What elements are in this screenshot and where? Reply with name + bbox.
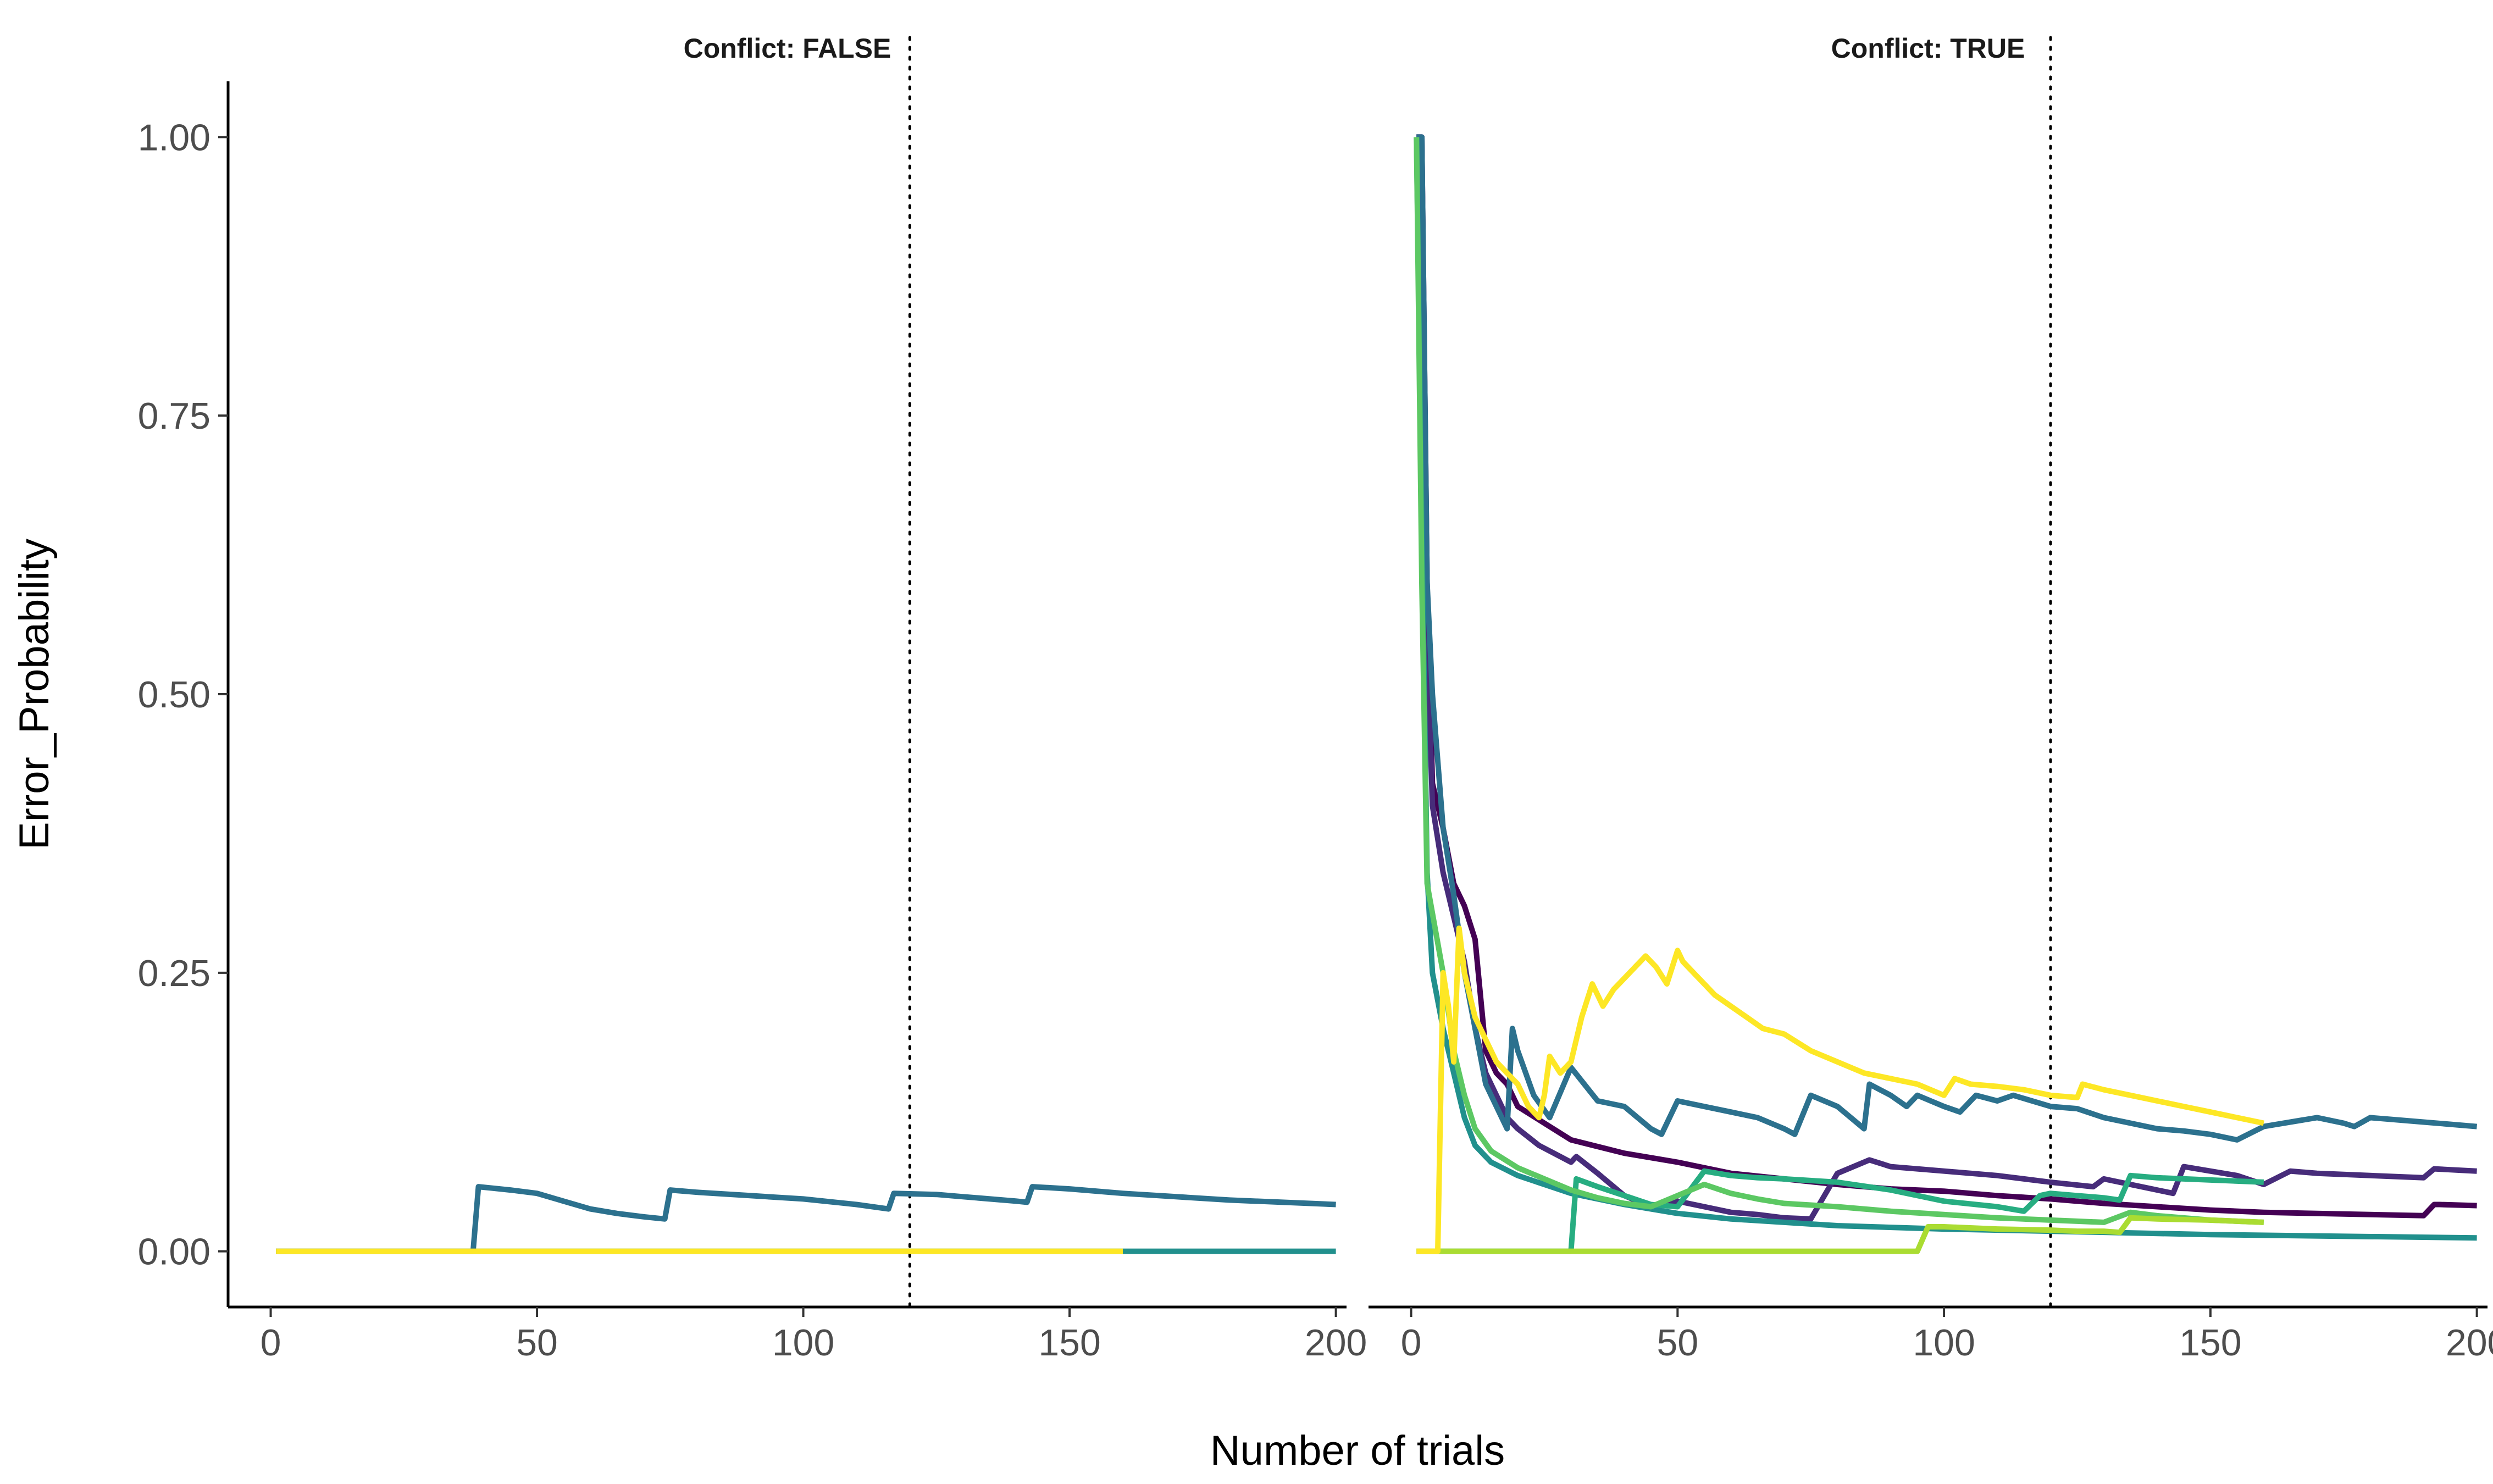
series-line [1416,1215,2264,1254]
series-line [276,1184,1336,1254]
series-line [1414,137,2264,1225]
x-axis-title: Number of trials [1210,1427,1505,1474]
series-line [1414,137,2477,1241]
y-tick-label: 0.00 [138,1231,210,1273]
panel-title-true: Conflict: TRUE [1831,33,2025,64]
x-tick-label: 200 [2446,1322,2493,1364]
series-line [1416,134,2477,1222]
panel-conflict-true: Conflict: TRUE 0 50 100 150 200 [1369,33,2493,1364]
y-tick-label: 0.25 [138,953,210,994]
x-tick-label: 150 [1038,1322,1100,1364]
panel-conflict-false: Conflict: FALSE 0 50 100 150 200 0.00 0.25 0.50… [138,33,1367,1364]
x-tick-label: 200 [1305,1322,1367,1364]
series-line [1416,1168,2264,1254]
y-tick-label: 0.50 [138,674,210,716]
x-tick-label: 100 [1913,1322,1975,1364]
x-tick-label: 50 [516,1322,558,1364]
series-line [1416,925,2264,1254]
x-tick-label: 50 [1657,1322,1699,1364]
y-tick-label: 1.00 [138,117,210,158]
x-tick-label: 150 [2179,1322,2241,1364]
x-tick-label: 0 [1401,1322,1422,1364]
y-tick-label: 0.75 [138,395,210,437]
series-line [1416,134,2478,1143]
y-axis-title: Error_Probability [11,539,58,850]
x-tick-label: 100 [772,1322,834,1364]
x-tick-label: 0 [261,1322,281,1364]
panel-title-false: Conflict: FALSE [684,33,891,64]
